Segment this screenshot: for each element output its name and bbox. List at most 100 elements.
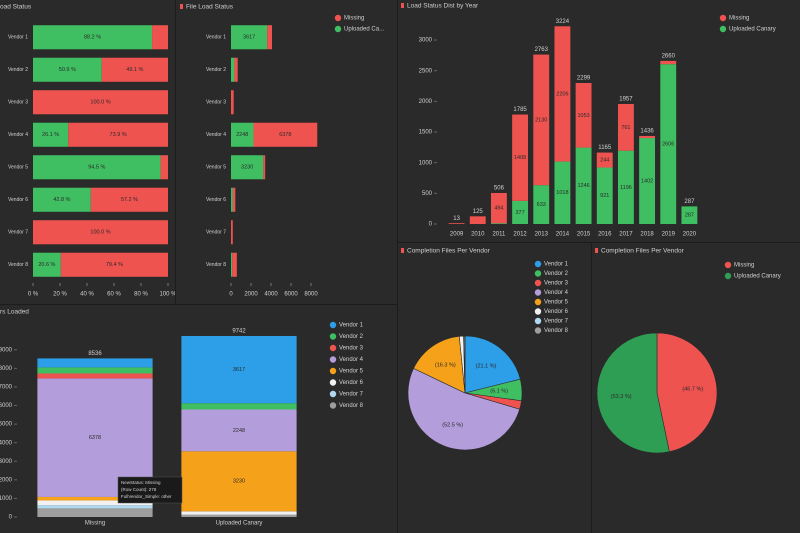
value-label: 94.5 % — [88, 165, 105, 171]
legend-marker — [329, 356, 337, 363]
category-label: Vendor 8 — [206, 262, 226, 268]
legend-label: Uploaded Canary — [734, 274, 781, 280]
bar-segment — [181, 409, 297, 452]
legend-label: Vendor 4 — [544, 290, 569, 296]
x-tick-label: 80 % — [134, 292, 148, 298]
value-label: 73.9 % — [110, 132, 127, 138]
panel-title: Completion Files Per Vendor — [601, 248, 685, 255]
legend-marker — [534, 327, 542, 334]
x-tick-label: 20 % — [53, 292, 67, 298]
bar-segment — [181, 335, 297, 404]
y-tick-label: 0 — [9, 515, 13, 521]
value-label: (46.7 %) — [682, 387, 703, 393]
value-label: 1402 — [641, 178, 653, 184]
value-label: (52.5 %) — [442, 422, 463, 428]
bar-segment — [232, 252, 237, 277]
pie-slice — [413, 335, 466, 394]
bar-segment — [575, 147, 592, 224]
value-label: 2248 — [233, 428, 245, 434]
bar-segment — [267, 25, 273, 50]
y-tick-label: 5000 — [0, 422, 13, 428]
bar-segment — [37, 367, 153, 374]
legend-label: Vendor 8 — [339, 403, 364, 409]
y-tick-label: 2000 — [0, 477, 13, 483]
pie-slice — [464, 335, 521, 394]
category-label: 2010 — [471, 232, 485, 238]
panel: File Load Status 0 2000 4000 6000 8000 Vendor… — [176, 0, 397, 304]
x-tick-label: 100 % — [159, 292, 175, 298]
category-label: Uploaded Canary — [216, 521, 263, 527]
value-label: 100.0 % — [90, 230, 110, 236]
value-label: 20.6 % — [38, 262, 55, 268]
total-label: 1436 — [640, 129, 654, 135]
category-label: Vendor 1 — [8, 35, 28, 41]
category-label: 2014 — [556, 232, 570, 238]
value-label: (53.3 %) — [611, 394, 632, 400]
x-tick-label: 4000 — [264, 292, 278, 298]
bar-segment — [596, 167, 613, 224]
value-label: 26.1 % — [42, 132, 59, 138]
value-label: 2606 — [662, 142, 674, 148]
category-label: Vendor 1 — [206, 35, 226, 41]
value-label: 2130 — [535, 117, 547, 123]
y-tick-label: 1000 — [0, 496, 13, 502]
panel: Completion Files Per Vendor (46.7 %) (53.… — [592, 243, 800, 533]
bar-segment — [617, 150, 634, 224]
bar-segment — [60, 252, 169, 277]
chart: Load Status Dist by Year 0 500 1000 1500 200… — [401, 3, 776, 238]
legend-label: Vendor 2 — [544, 271, 569, 277]
legend-label: Uploaded Canary — [729, 27, 776, 33]
legend-marker — [534, 279, 542, 287]
value-label: 2206 — [556, 91, 568, 97]
y-tick-label: 1000 — [419, 160, 433, 166]
bar-segment — [512, 200, 529, 224]
total-label: 3224 — [556, 19, 570, 25]
title-icon — [401, 3, 404, 8]
category-label: Vendor 7 — [206, 230, 226, 236]
bar-segment — [231, 25, 268, 50]
bar-segment — [231, 155, 264, 180]
value-label: 494 — [494, 206, 503, 212]
value-label: 6378 — [89, 435, 101, 441]
legend-marker — [329, 344, 337, 352]
bar-segment — [160, 155, 168, 180]
bar-segment — [554, 26, 571, 162]
bar-segment — [37, 508, 153, 517]
legend-label: Vendor 6 — [339, 380, 364, 386]
value-label: 244 — [600, 157, 609, 163]
legend-marker — [724, 272, 732, 280]
panel-title: oad Status — [0, 4, 32, 11]
legend-marker — [329, 367, 337, 375]
bar-segment — [33, 90, 168, 115]
legend-marker — [534, 260, 542, 268]
bar-segment — [660, 60, 677, 65]
bar-segment — [90, 187, 168, 212]
title-icon — [595, 248, 598, 253]
category-label: 2016 — [598, 232, 612, 238]
tooltip — [117, 476, 183, 504]
bar-segment — [101, 57, 168, 82]
panel-title: Load Status Dist by Year — [407, 3, 479, 10]
pie-slice — [407, 368, 521, 451]
panel: Completion Files Per Vendor (21.1 %) (6.1… — [398, 243, 591, 533]
bar-segment — [639, 135, 656, 139]
legend-label: Vendor 1 — [339, 323, 364, 329]
legend-marker — [329, 379, 337, 386]
total-label: 1957 — [619, 97, 633, 103]
total-label: 2763 — [535, 47, 549, 53]
category-label: Vendor 3 — [8, 100, 28, 106]
category-label: Missing — [85, 521, 105, 527]
total-label: 9742 — [232, 329, 246, 335]
bar-segment — [33, 25, 153, 50]
title-icon — [180, 4, 183, 9]
category-label: 2020 — [683, 232, 697, 238]
y-tick-label: 500 — [422, 191, 433, 197]
pie-slice — [656, 332, 718, 453]
bar-segment — [181, 511, 297, 515]
bar-segment — [234, 57, 238, 82]
chart: oad Status 0 % 20 % 40 % 60 % 80 % 100 % Vendo… — [0, 4, 175, 298]
bar-segment — [33, 57, 102, 82]
category-label: Vendor 5 — [8, 165, 28, 171]
y-tick-label: 8000 — [0, 366, 13, 372]
category-label: Vendor 2 — [206, 67, 226, 73]
